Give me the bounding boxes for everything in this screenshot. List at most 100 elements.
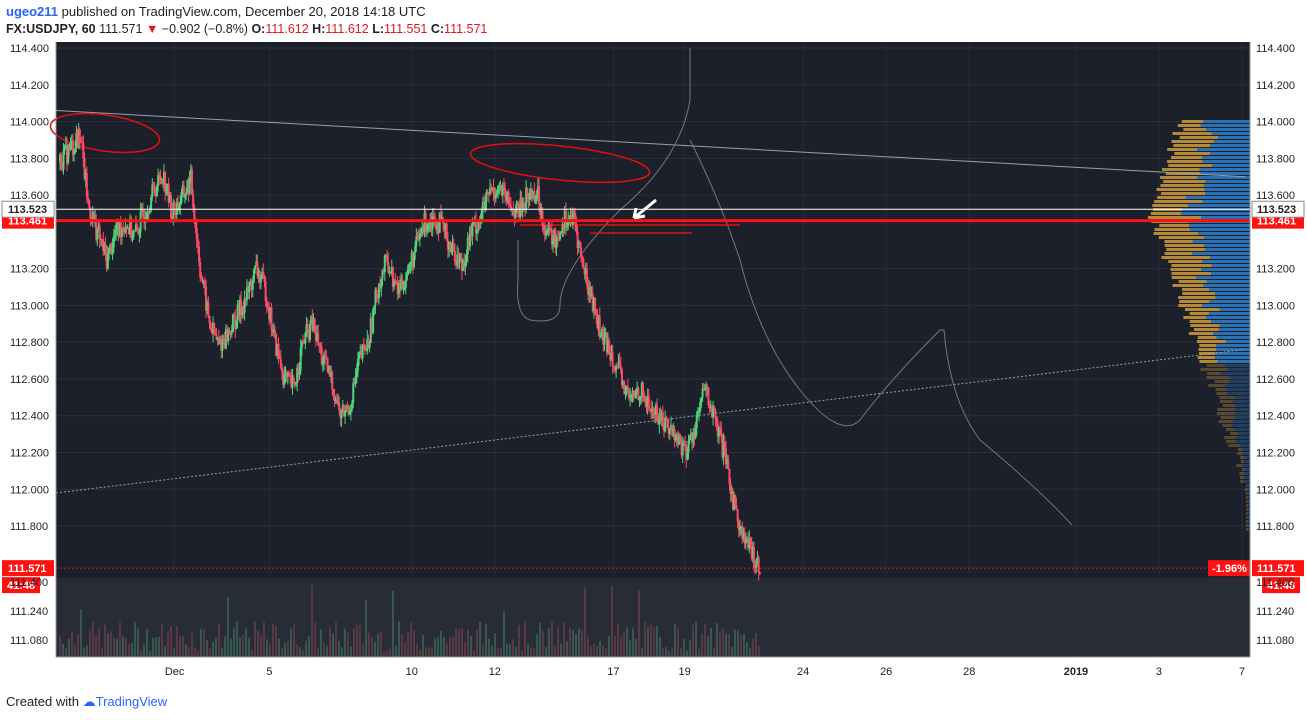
candle-body	[520, 199, 523, 212]
volume-bar	[59, 636, 61, 657]
candle-body	[338, 402, 341, 411]
tradingview-logo-icon[interactable]: ☁	[82, 694, 96, 709]
candle-body	[248, 285, 251, 293]
candle-body	[421, 228, 424, 234]
y-tick-label-right: 113.200	[1256, 264, 1295, 276]
candle-body	[250, 280, 253, 290]
candle-body	[745, 538, 748, 542]
candle-body	[317, 333, 320, 346]
symbol-label[interactable]: FX:USDJPY, 60	[6, 22, 96, 36]
candle-body	[601, 328, 604, 337]
volume-profile-bar	[1201, 268, 1250, 271]
candle-body	[242, 307, 245, 313]
candle-body	[290, 376, 293, 388]
candle-body	[130, 218, 133, 238]
candle-body	[161, 178, 164, 184]
projection-path	[689, 139, 1073, 526]
candle-body	[606, 340, 609, 353]
candle-body	[402, 288, 405, 290]
candle-body	[212, 322, 215, 334]
volume-bar	[191, 632, 193, 657]
last-price: 111.571	[99, 22, 143, 36]
candle-body	[731, 490, 734, 510]
volume-profile-bar	[1147, 216, 1202, 219]
candle-body	[124, 226, 127, 232]
x-tick-label: 17	[607, 666, 619, 678]
volume-bar	[203, 629, 205, 657]
candle-body	[726, 459, 729, 464]
candle-body	[369, 318, 372, 343]
candle-body	[165, 191, 168, 193]
candle-body	[321, 361, 324, 364]
candle-body	[368, 342, 371, 348]
candle-body	[213, 322, 216, 334]
volume-profile-bar	[1173, 144, 1210, 147]
volume-bar	[215, 637, 217, 657]
volume-profile-bar	[1178, 280, 1207, 283]
volume-bar	[686, 650, 688, 657]
candle-body	[388, 272, 391, 274]
volume-bar	[425, 648, 427, 657]
volume-bar	[518, 624, 520, 657]
candle-body	[486, 191, 489, 193]
volume-bar	[758, 645, 760, 657]
volume-profile-bar	[1192, 240, 1250, 243]
volume-bar	[659, 636, 661, 657]
volume-tick-right: 111.080	[1256, 635, 1294, 647]
volume-bar	[134, 621, 136, 657]
candle-body	[629, 396, 632, 399]
candle-body	[153, 186, 156, 194]
volume-profile-bar	[1237, 448, 1242, 451]
chart-pane[interactable]	[56, 42, 1250, 657]
volume-profile-bar	[1200, 368, 1228, 371]
volume-profile-bar	[1217, 408, 1236, 411]
volume-profile-bar	[1225, 340, 1250, 343]
candle-body	[448, 241, 451, 250]
volume-bar	[374, 641, 376, 657]
candle-body	[673, 428, 676, 441]
candle-body	[638, 397, 641, 401]
candle-body	[386, 255, 389, 262]
volume-bar	[749, 648, 751, 657]
candle-body	[186, 180, 189, 193]
volume-profile-bar	[1178, 296, 1216, 299]
candle-body	[235, 320, 238, 329]
volume-bar	[200, 628, 202, 657]
volume-bar	[569, 628, 571, 657]
candle-body	[92, 212, 95, 222]
created-with-text: Created with	[6, 694, 79, 709]
volume-bar	[167, 631, 169, 657]
volume-bar	[257, 630, 259, 657]
candle-body	[561, 225, 564, 232]
candle-body	[639, 395, 642, 398]
candle-body	[758, 572, 761, 574]
volume-profile-bar	[1218, 136, 1250, 139]
tradingview-brand[interactable]: TradingView	[95, 694, 168, 709]
candle-body	[656, 405, 659, 419]
candle-body	[228, 329, 231, 331]
candle-body	[502, 184, 505, 189]
candle-body	[247, 287, 250, 293]
candle-body	[396, 284, 399, 294]
volume-profile-bar	[1235, 436, 1250, 439]
candle-body	[377, 284, 380, 298]
candle-body	[166, 183, 169, 192]
author-link[interactable]: ugeo211	[6, 4, 59, 19]
candle-body	[62, 150, 65, 170]
candle-body	[365, 350, 368, 352]
volume-profile-bar	[1211, 272, 1250, 275]
candle-body	[131, 236, 134, 238]
candle-body	[206, 301, 209, 311]
volume-profile-bar	[1215, 296, 1250, 299]
candle-body	[287, 372, 290, 376]
volume-profile-bar	[1217, 360, 1250, 363]
volume-profile-bar	[1240, 460, 1245, 463]
candle-body	[495, 193, 498, 195]
volume-bar	[113, 637, 115, 657]
volume-bar	[404, 641, 406, 657]
candle-body	[66, 145, 69, 163]
volume-bar	[251, 649, 253, 657]
candle-body	[582, 259, 585, 269]
candle-body	[366, 338, 369, 352]
